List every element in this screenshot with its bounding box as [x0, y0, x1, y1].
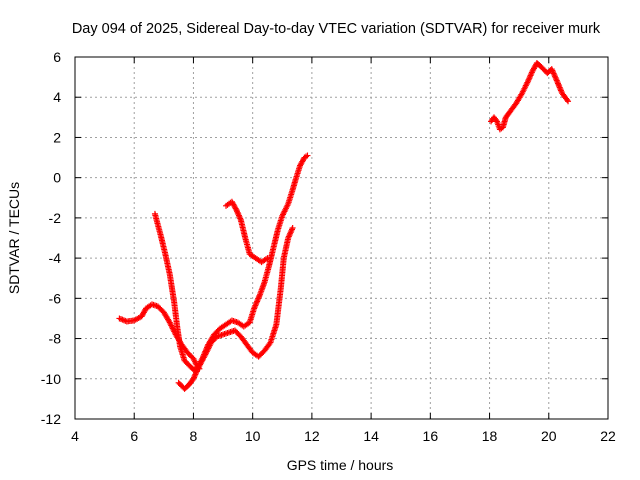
y-tick-label: 4: [53, 89, 61, 105]
y-tick-label: -2: [49, 210, 62, 226]
x-tick-label: 8: [190, 428, 198, 444]
y-tick-label: -4: [49, 250, 62, 266]
y-tick-label: 6: [53, 49, 61, 65]
chart-title: Day 094 of 2025, Sidereal Day-to-day VTE…: [72, 21, 601, 37]
data-point: [264, 255, 271, 262]
y-tick-label: 0: [53, 170, 61, 186]
plot-frame: [74, 56, 609, 420]
gridlines: [75, 57, 608, 419]
data-point: [289, 224, 296, 231]
y-tick-label: -6: [49, 290, 62, 306]
x-tick-label: 6: [130, 428, 138, 444]
x-tick-label: 14: [363, 428, 379, 444]
x-tick-label: 16: [423, 428, 439, 444]
x-tick-label: 4: [71, 428, 79, 444]
data-points: [116, 60, 572, 392]
y-tick-label: 2: [53, 129, 61, 145]
data-point: [564, 96, 571, 103]
data-point: [232, 205, 239, 212]
x-tick-label: 10: [245, 428, 261, 444]
y-tick-label: -8: [49, 331, 62, 347]
x-tick-label: 22: [600, 428, 616, 444]
data-point: [565, 98, 572, 105]
x-tick-label: 20: [541, 428, 557, 444]
axis-ticks: 4 6 8 10 12 14 16 18 20 22 -12 -10 -8 -6 -4 -2 0 2 4 6: [41, 49, 616, 444]
data-point: [304, 152, 311, 159]
y-tick-label: -10: [41, 371, 61, 387]
x-tick-label: 12: [304, 428, 320, 444]
y-axis-label: SDTVAR / TECUs: [6, 182, 22, 294]
x-axis-label: GPS time / hours: [287, 457, 394, 473]
x-tick-label: 18: [482, 428, 498, 444]
y-tick-label: -12: [41, 411, 61, 427]
